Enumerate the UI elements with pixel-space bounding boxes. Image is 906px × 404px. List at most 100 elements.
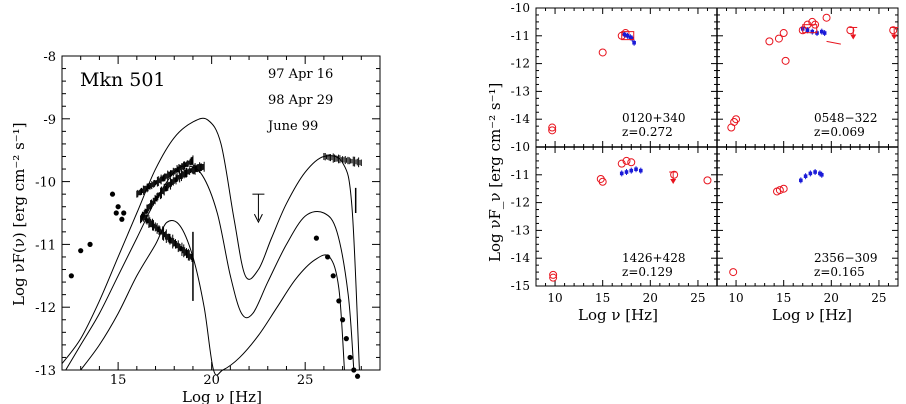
red-data-point <box>729 268 738 277</box>
data-point <box>78 248 84 254</box>
red-data-point <box>775 186 784 195</box>
upper-limit-arrow <box>253 213 263 224</box>
y-tick-label: -10 <box>511 140 530 154</box>
red-data-point <box>779 29 788 38</box>
red-data-point <box>670 170 679 179</box>
y-tick-label: -8 <box>43 50 56 65</box>
y-tick-label: -15 <box>511 279 530 293</box>
right-y-axis-label: Log νF_ν [erg cm⁻² s⁻¹] <box>486 83 504 262</box>
y-tick-label: -12 <box>511 196 530 210</box>
red-data-point <box>622 156 631 165</box>
data-point <box>121 210 127 216</box>
panel-z-1426: z=0.129 <box>622 265 673 279</box>
left-ticks: 15 20 25 -13 -12 -11 -10 -9 -8 <box>35 50 381 388</box>
y-tick-label: -14 <box>511 112 531 126</box>
data-point <box>313 235 319 241</box>
red-data-point <box>627 158 636 167</box>
red-data-point <box>889 26 898 35</box>
red-box <box>802 24 818 34</box>
data-point <box>339 317 346 323</box>
epoch-label-1: 97 Apr 16 <box>268 67 333 82</box>
left-model-curves <box>61 117 360 376</box>
y-tick-label: -12 <box>35 301 56 316</box>
left-x-axis-label: Log ν [Hz] <box>182 388 262 404</box>
red-data-point <box>846 26 855 35</box>
x-tick-label: 20 <box>203 373 220 388</box>
panel-z-0120: z=0.272 <box>622 125 673 139</box>
y-tick-label: -11 <box>511 168 530 182</box>
model-curve <box>80 220 345 376</box>
left-sed-plot: 15 20 25 -13 -12 -11 -10 -9 -8 Mkn 501 97 Apr 16… <box>10 50 381 404</box>
red-data-point <box>781 56 790 65</box>
y-tick-label: -13 <box>35 364 56 379</box>
left-plot-frame <box>61 55 381 371</box>
red-box <box>621 31 635 41</box>
panel-z-2356: z=0.165 <box>814 265 865 279</box>
data-point <box>119 216 125 222</box>
data-point <box>68 273 74 279</box>
data-point <box>113 210 119 216</box>
epoch-label-3: June 99 <box>266 119 318 134</box>
y-tick-label: -13 <box>511 84 530 98</box>
data-point <box>343 336 349 342</box>
right-x-axis-label-1: Log ν [Hz] <box>578 306 658 324</box>
data-point <box>109 191 116 197</box>
panel-name-0548: 0548−322 <box>814 111 878 125</box>
x-tick-label: 15 <box>776 291 791 305</box>
x-tick-label: 25 <box>871 291 886 305</box>
right-grid-plot: -14 -13 -12 -11 -10 10 15 20 25 -15 -14 -13 -12 -11 -1… <box>486 1 899 324</box>
red-data-point <box>598 177 607 186</box>
model-curve <box>65 165 355 371</box>
x-tick-label: 20 <box>643 291 658 305</box>
right-ticks: -14 -13 -12 -11 -10 10 15 20 25 -15 -14 -13 -12 -11 -1… <box>511 1 899 305</box>
left-y-axis-label: Log νF(ν) [erg cm⁻² s⁻¹] <box>10 122 28 306</box>
model-curve <box>61 117 360 371</box>
panel-name-0120: 0120+340 <box>622 111 686 125</box>
y-tick-label: -10 <box>511 1 530 15</box>
data-point <box>325 254 331 260</box>
y-tick-label: -12 <box>511 57 530 71</box>
y-tick-label: -11 <box>511 29 530 43</box>
red-upper-limit-arrow <box>670 179 677 185</box>
data-point <box>354 373 361 379</box>
red-data-point <box>548 126 557 135</box>
epoch-label-2: 98 Apr 29 <box>268 93 333 108</box>
red-data-point <box>808 17 817 26</box>
x-tick-label: 25 <box>690 291 705 305</box>
x-tick-label: 25 <box>297 373 314 388</box>
data-point <box>351 367 357 373</box>
panel-name-2356: 2356−309 <box>814 251 878 265</box>
red-data-point <box>617 159 626 168</box>
x-tick-label: 10 <box>728 291 743 305</box>
right-data-points <box>548 13 899 282</box>
y-tick-label: -11 <box>35 238 56 253</box>
red-data-point <box>822 13 831 22</box>
y-tick-label: -14 <box>511 251 531 265</box>
red-data-point <box>598 48 607 57</box>
red-upper-limit-arrow <box>850 34 857 40</box>
red-data-point <box>703 176 712 185</box>
left-data-points <box>68 153 362 379</box>
data-point <box>330 273 336 279</box>
red-data-point <box>765 37 774 46</box>
red-data-point <box>549 273 558 282</box>
y-tick-label: -13 <box>511 223 530 237</box>
x-tick-label: 15 <box>595 291 610 305</box>
data-point <box>347 354 353 361</box>
y-tick-label: -10 <box>35 176 56 191</box>
source-label: Mkn 501 <box>80 69 166 91</box>
red-data-point <box>774 34 783 43</box>
red-data-point <box>779 184 788 193</box>
x-tick-label: 10 <box>547 291 562 305</box>
data-point <box>115 204 121 210</box>
data-point <box>336 298 342 304</box>
panel-name-1426: 1426+428 <box>622 251 686 265</box>
x-tick-label: 15 <box>110 373 127 388</box>
y-tick-label: -9 <box>43 113 56 128</box>
red-segment <box>826 40 841 45</box>
red-upper-limit-arrow <box>891 34 898 40</box>
x-tick-label: 20 <box>824 291 839 305</box>
red-data-point <box>732 115 741 124</box>
red-data-point <box>549 270 558 279</box>
red-data-point <box>548 123 557 132</box>
